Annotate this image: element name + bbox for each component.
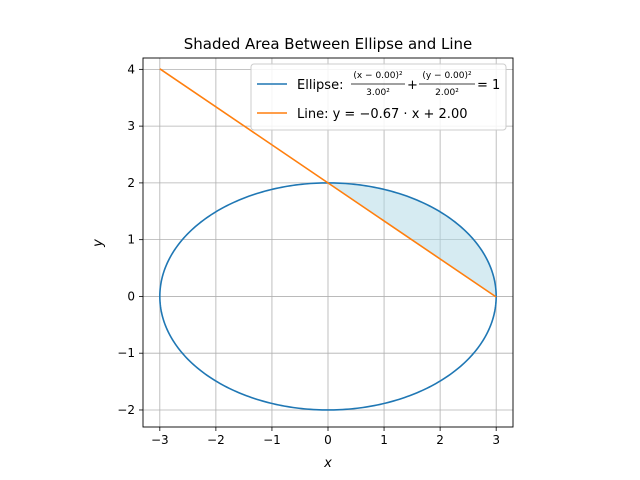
- ellipse-curve: [159, 182, 497, 411]
- y-tick-label: −1: [117, 346, 135, 360]
- x-tick-label: −3: [151, 433, 169, 447]
- y-axis-label: y: [91, 239, 106, 248]
- chart-title: Shaded Area Between Ellipse and Line: [184, 35, 473, 53]
- y-tick-label: 2: [127, 176, 135, 190]
- y-tick-label: −2: [117, 403, 135, 417]
- legend-label-ellipse: Ellipse:: [297, 78, 343, 93]
- y-tick-label: 4: [127, 62, 135, 76]
- y-axis-ticks: −2 −1 0 1 2 3 4: [117, 62, 143, 417]
- legend-eq-den1: 3.00²: [366, 88, 390, 98]
- x-tick-label: 0: [324, 433, 332, 447]
- x-tick-label: 2: [436, 433, 444, 447]
- legend-eq-equals: = 1: [477, 78, 500, 93]
- x-axis-ticks: −3 −2 −1 0 1 2 3: [151, 427, 500, 447]
- legend: Ellipse: (x − 0.00)² 3.00² + (y − 0.00)²…: [250, 63, 507, 131]
- x-tick-label: −2: [207, 433, 225, 447]
- x-axis-label: x: [323, 456, 332, 471]
- y-tick-label: 0: [127, 289, 135, 303]
- legend-eq-num2: (y − 0.00)²: [422, 71, 472, 81]
- y-tick-label: 3: [127, 119, 135, 133]
- legend-eq-num1: (x − 0.00)²: [353, 71, 403, 81]
- legend-eq-den2: 2.00²: [435, 88, 459, 98]
- legend-box: [250, 63, 507, 131]
- y-tick-label: 1: [127, 233, 135, 247]
- x-tick-label: 3: [492, 433, 500, 447]
- x-tick-label: −1: [263, 433, 281, 447]
- legend-eq-plus: +: [407, 78, 418, 93]
- legend-label-line: Line: y = −0.67 · x + 2.00: [297, 107, 468, 122]
- x-tick-label: 1: [380, 433, 388, 447]
- line-curve: [159, 68, 497, 298]
